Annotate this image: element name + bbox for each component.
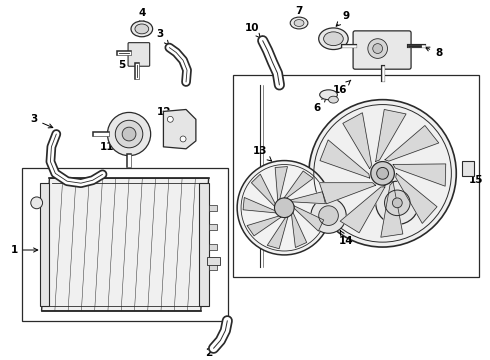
Polygon shape — [294, 206, 324, 231]
Text: 3: 3 — [30, 114, 53, 128]
Text: 16: 16 — [333, 80, 351, 95]
Polygon shape — [291, 192, 325, 204]
Circle shape — [318, 206, 339, 225]
Circle shape — [385, 190, 410, 216]
Circle shape — [122, 127, 136, 141]
Circle shape — [392, 198, 402, 208]
Polygon shape — [343, 113, 371, 168]
Text: 15: 15 — [466, 169, 483, 185]
Bar — [209, 224, 217, 230]
Polygon shape — [320, 140, 369, 178]
Circle shape — [309, 100, 456, 247]
Ellipse shape — [323, 32, 343, 46]
Polygon shape — [42, 178, 209, 311]
Polygon shape — [319, 183, 376, 204]
Text: 9: 9 — [336, 11, 350, 26]
Circle shape — [373, 44, 383, 54]
Text: 12: 12 — [157, 107, 176, 122]
Ellipse shape — [135, 24, 148, 34]
Circle shape — [371, 162, 394, 185]
Text: 1: 1 — [10, 245, 38, 255]
Text: 8: 8 — [425, 47, 442, 58]
Bar — [233, 75, 479, 276]
Polygon shape — [340, 187, 385, 233]
Polygon shape — [267, 217, 288, 249]
FancyBboxPatch shape — [353, 31, 411, 69]
FancyBboxPatch shape — [128, 43, 149, 66]
Polygon shape — [164, 109, 196, 149]
Bar — [207, 257, 220, 265]
Ellipse shape — [294, 19, 304, 26]
Text: 4: 4 — [138, 8, 146, 25]
Circle shape — [180, 136, 186, 142]
Circle shape — [376, 181, 419, 224]
Polygon shape — [376, 109, 406, 161]
Bar — [209, 264, 217, 270]
Ellipse shape — [290, 17, 308, 29]
Ellipse shape — [131, 21, 152, 37]
Bar — [199, 183, 209, 306]
Polygon shape — [243, 198, 276, 213]
Circle shape — [274, 198, 294, 217]
Polygon shape — [284, 171, 313, 198]
Circle shape — [107, 112, 150, 156]
Text: 2: 2 — [205, 347, 218, 358]
Polygon shape — [396, 174, 437, 224]
Text: 5: 5 — [119, 57, 136, 70]
Polygon shape — [381, 182, 403, 237]
Bar — [22, 168, 228, 321]
Text: 6: 6 — [313, 98, 326, 113]
Bar — [40, 183, 49, 306]
Polygon shape — [393, 164, 446, 186]
Circle shape — [377, 167, 389, 179]
Circle shape — [31, 197, 43, 209]
Text: 10: 10 — [245, 23, 260, 38]
Ellipse shape — [328, 96, 339, 103]
Text: 13: 13 — [252, 146, 271, 161]
Text: 3: 3 — [156, 29, 169, 45]
Text: 14: 14 — [339, 231, 353, 246]
Circle shape — [168, 116, 173, 122]
Polygon shape — [292, 212, 307, 247]
Bar — [209, 205, 217, 211]
Text: 11: 11 — [100, 140, 125, 152]
Polygon shape — [275, 167, 288, 201]
Bar — [209, 244, 217, 250]
Text: 7: 7 — [295, 6, 303, 22]
Polygon shape — [251, 174, 275, 206]
Bar — [462, 161, 474, 176]
Circle shape — [237, 161, 331, 255]
Circle shape — [115, 120, 143, 148]
Circle shape — [311, 198, 346, 233]
Circle shape — [368, 39, 388, 58]
Polygon shape — [385, 126, 439, 161]
Ellipse shape — [318, 28, 348, 50]
Ellipse shape — [319, 90, 338, 100]
Polygon shape — [247, 216, 281, 236]
